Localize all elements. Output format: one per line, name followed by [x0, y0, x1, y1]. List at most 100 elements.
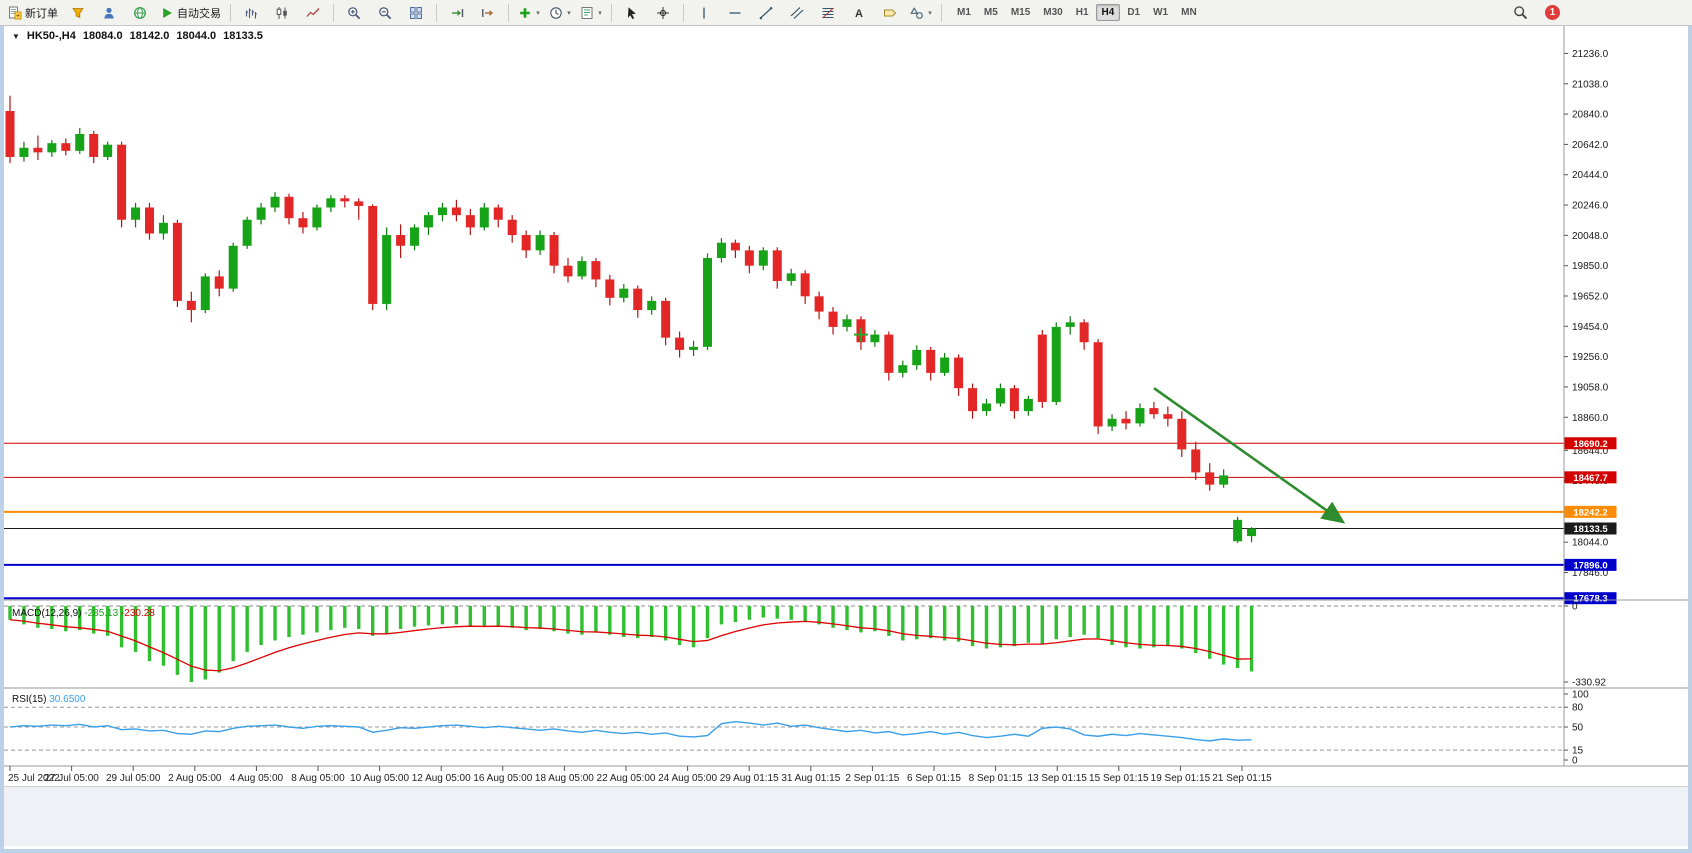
- timeframe-m30-button[interactable]: M30: [1043, 7, 1063, 18]
- macd-bar: [119, 606, 124, 648]
- zoom-in-button[interactable]: [339, 1, 369, 24]
- timeframe-mn-button[interactable]: MN: [1181, 7, 1197, 18]
- chart-canvas[interactable]: 21236.0 21038.0 20840.0 20642.0 20444.0 20246…: [4, 26, 1688, 786]
- zoom-in-icon: [348, 6, 361, 19]
- svg-text:A: A: [855, 8, 863, 20]
- macd-bar: [161, 606, 166, 666]
- candlestick-chart-button[interactable]: [267, 1, 297, 24]
- equidistant-channel-button[interactable]: [782, 1, 812, 24]
- rsi-line: [9, 721, 1252, 742]
- fibonacci-button[interactable]: [813, 1, 843, 24]
- collapse-triangle-icon[interactable]: ▼: [12, 31, 20, 41]
- timeframe-h1-button[interactable]: H1: [1075, 7, 1089, 18]
- price-tick-label: 18860.0: [1572, 413, 1609, 424]
- price-tick-label: 19652.0: [1572, 291, 1609, 302]
- macd-bar: [1110, 606, 1114, 646]
- chart-window: 21236.0 21038.0 20840.0 20642.0 20444.0 20246…: [0, 26, 1692, 853]
- candle-body: [493, 207, 503, 220]
- macd-bar: [1138, 606, 1142, 649]
- candle-body: [424, 215, 433, 228]
- accounts-button[interactable]: [94, 1, 124, 24]
- community-button[interactable]: [125, 1, 155, 24]
- macd-bar: [873, 606, 877, 632]
- autotrading-button[interactable]: 自动交易: [156, 1, 225, 24]
- timeframe-w1-button[interactable]: W1: [1153, 7, 1169, 18]
- date-tick-label: 8 Sep 01:15: [969, 773, 1023, 784]
- zoom-out-button[interactable]: [370, 1, 400, 24]
- macd-bar: [663, 606, 668, 641]
- depth-of-market-button[interactable]: [63, 1, 93, 24]
- arrows-button[interactable]: ▾: [906, 1, 936, 24]
- bar-chart-button[interactable]: [236, 1, 266, 24]
- label-icon: [884, 9, 897, 16]
- macd-bar: [691, 606, 696, 648]
- candle-body: [214, 276, 224, 289]
- vertical-line-button[interactable]: [689, 1, 719, 24]
- timeframe-d1-button[interactable]: D1: [1127, 7, 1141, 18]
- templates-button[interactable]: ▾: [576, 1, 606, 24]
- macd-bar: [78, 606, 82, 631]
- periods-button[interactable]: ▾: [545, 1, 575, 24]
- macd-bar: [1040, 606, 1044, 644]
- candle-body: [242, 219, 252, 246]
- macd-bar: [817, 606, 821, 625]
- horizontal-line-button[interactable]: [720, 1, 750, 24]
- timeframe-h4-button[interactable]: H4: [1095, 4, 1121, 21]
- date-tick-label: 6 Sep 01:15: [907, 773, 961, 784]
- macd-bar: [301, 606, 305, 635]
- macd-bar: [147, 606, 152, 662]
- rsi-tick-label: 50: [1572, 723, 1584, 734]
- candle-body: [1247, 528, 1257, 537]
- macd-bar: [761, 606, 765, 618]
- macd-bar: [426, 606, 431, 626]
- candle-body: [451, 207, 461, 216]
- candle-body: [1107, 418, 1117, 427]
- line-chart-button[interactable]: [298, 1, 328, 24]
- notification-count: 1: [1549, 7, 1556, 18]
- cursor-button[interactable]: [617, 1, 647, 24]
- text-button[interactable]: A: [844, 1, 874, 24]
- price-tick-label: 21236.0: [1572, 49, 1609, 60]
- chevron-down-icon: ▾: [598, 9, 602, 17]
- macd-bar: [998, 606, 1003, 648]
- timeframe-m1-button[interactable]: M1: [957, 7, 971, 18]
- crosshair-icon: [657, 6, 669, 19]
- candle-body: [995, 388, 1005, 404]
- price-tick-label: 19058.0: [1572, 382, 1609, 393]
- macd-bar: [1221, 606, 1226, 665]
- trendline-button[interactable]: [751, 1, 781, 24]
- hline-icon: [729, 11, 741, 14]
- macd-bar: [273, 606, 277, 641]
- new-order-button[interactable]: 新订单: [4, 1, 62, 24]
- candlestick-layer[interactable]: [5, 95, 1257, 543]
- trend-arrow[interactable]: [1153, 387, 1346, 524]
- price-badge: [1564, 437, 1617, 450]
- timeframe-m5-button[interactable]: M5: [983, 7, 998, 18]
- shapes-icon: [910, 6, 924, 19]
- macd-bar: [482, 606, 486, 627]
- text-label-button[interactable]: [875, 1, 905, 24]
- candle-body: [89, 133, 99, 157]
- crosshair-button[interactable]: [648, 1, 678, 24]
- price-tick-label: 20246.0: [1572, 201, 1609, 212]
- tile-windows-button[interactable]: [401, 1, 431, 24]
- candle-body: [842, 319, 852, 327]
- notification-badge[interactable]: 1: [1545, 5, 1560, 20]
- indicators-button[interactable]: ▾: [514, 1, 544, 24]
- timeframe-m15-button[interactable]: M15: [1010, 7, 1031, 18]
- price-axis[interactable]: 21236.0 21038.0 20840.0 20642.0 20444.0 20246…: [1563, 26, 1617, 766]
- indicator-plus-icon: [520, 7, 531, 18]
- macd-bar: [719, 606, 724, 625]
- candle-body: [270, 196, 280, 208]
- main-toolbar: 新订单 自动交易 ▾ ▾ ▾ A ▾ M1 M5 M15 M30 H1 H4 D1 W1 MN 1: [0, 0, 1692, 26]
- macd-bar: [50, 606, 54, 629]
- date-tick-label: 21 Sep 01:15: [1212, 773, 1272, 784]
- macd-bar: [552, 606, 556, 632]
- chart-shift-button[interactable]: [473, 1, 503, 24]
- candle-body: [340, 198, 350, 202]
- auto-scroll-button[interactable]: [442, 1, 472, 24]
- candle-body: [954, 357, 964, 389]
- search-button[interactable]: [1505, 1, 1535, 24]
- date-tick-label: 29 Aug 01:15: [720, 773, 779, 784]
